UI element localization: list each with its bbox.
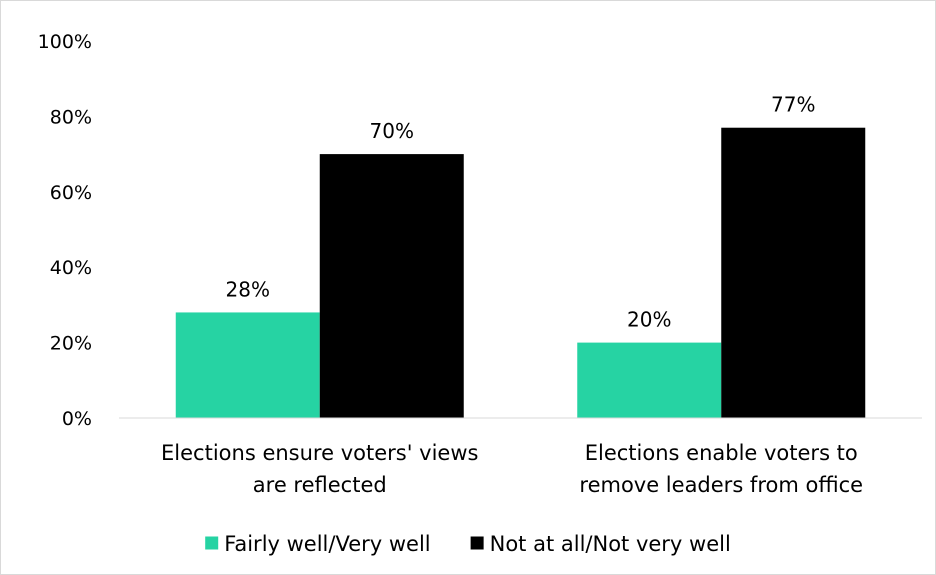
category-label-line: are reflected bbox=[253, 473, 387, 497]
legend: Fairly well/Very well Not at all/Not very… bbox=[205, 532, 731, 556]
legend-label: Not at all/Not very well bbox=[490, 532, 731, 556]
data-label: 70% bbox=[370, 119, 414, 143]
legend-swatch bbox=[470, 536, 484, 550]
y-tick-label: 20% bbox=[50, 333, 92, 355]
data-label: 28% bbox=[226, 277, 270, 301]
y-tick-label: 100% bbox=[38, 31, 92, 53]
bar-fairly-well-1 bbox=[175, 312, 320, 418]
data-label: 77% bbox=[771, 93, 815, 117]
category-label-line: remove leaders from office bbox=[579, 473, 863, 497]
y-axis-tick-labels: 0% 20% 40% 60% 80% 100% bbox=[38, 31, 92, 430]
bars bbox=[175, 127, 866, 419]
y-tick-label: 0% bbox=[62, 408, 92, 430]
legend-swatch bbox=[205, 536, 219, 550]
y-tick-label: 60% bbox=[50, 182, 92, 204]
bar-not-at-all-1 bbox=[319, 154, 464, 418]
legend-label: Fairly well/Very well bbox=[224, 532, 430, 556]
y-tick-label: 40% bbox=[50, 257, 92, 279]
y-tick-label: 80% bbox=[50, 106, 92, 128]
category-label-line: Elections enable voters to bbox=[585, 441, 858, 465]
data-label: 20% bbox=[627, 308, 671, 332]
bar-fairly-well-2 bbox=[577, 342, 722, 418]
bar-not-at-all-2 bbox=[721, 127, 866, 419]
data-labels: 28% 70% 20% 77% bbox=[226, 93, 816, 332]
category-label-line: Elections ensure voters' views bbox=[161, 441, 478, 465]
x-axis-category-labels: Elections ensure voters' views are reflec… bbox=[161, 441, 863, 497]
